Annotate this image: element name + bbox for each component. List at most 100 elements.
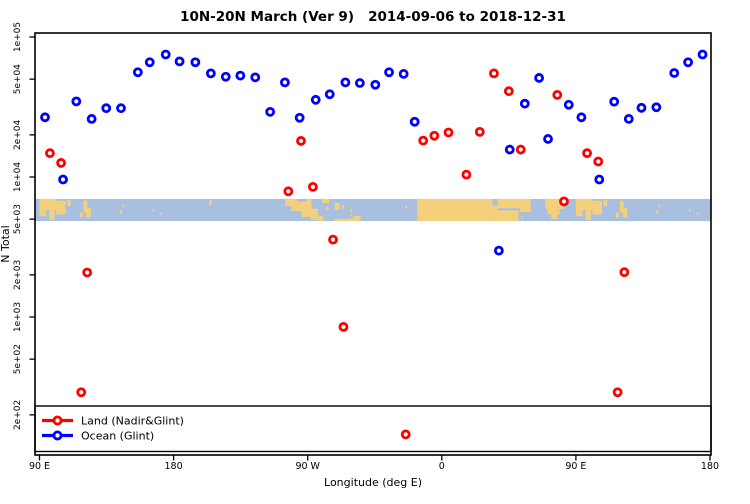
map-land-patch [49, 208, 55, 220]
data-point-ocean [669, 68, 680, 78]
map-land-patch [86, 208, 91, 218]
data-point-ocean [86, 114, 97, 124]
map-land-patch [353, 216, 361, 221]
data-point-land [308, 181, 318, 192]
data-point-land [612, 387, 623, 398]
data-point-ocean [354, 78, 365, 88]
y-tick-label: 5e+02 [13, 344, 23, 374]
data-point-ocean [116, 103, 126, 114]
legend-marker-land-icon [52, 415, 63, 426]
map-land-patch [326, 206, 329, 210]
data-point-ocean [398, 69, 409, 79]
data-point-land [418, 135, 429, 146]
data-point-ocean [265, 106, 276, 117]
map-land-patch [585, 208, 591, 220]
map-land-patch [79, 212, 83, 218]
legend-marker-ocean-icon [52, 430, 63, 441]
map-land-patch [521, 216, 524, 219]
data-point-ocean [40, 112, 50, 123]
data-point-ocean [235, 70, 246, 81]
data-point-land [582, 148, 592, 159]
x-tick-label: 90 E [565, 461, 586, 472]
map-land-patch [83, 200, 88, 213]
data-point-ocean [594, 174, 605, 185]
data-point-ocean [205, 68, 216, 79]
map-band-layer [35, 198, 711, 221]
map-land-patch [492, 205, 498, 212]
data-point-land [76, 387, 87, 398]
data-point-ocean [609, 96, 620, 107]
legend-label-land: Land (Nadir&Glint) [81, 415, 184, 428]
map-land-patch [350, 213, 353, 218]
map-land-patch [152, 208, 155, 212]
legend-label-ocean: Ocean (Glint) [81, 430, 154, 443]
map-land-patch [67, 200, 71, 207]
data-point-land [82, 267, 93, 278]
chart-title: 10N-20N March (Ver 9) 2014-09-06 to 2018… [180, 9, 566, 25]
map-land-patch [497, 198, 531, 209]
data-point-land [474, 126, 485, 137]
data-point-ocean [409, 116, 420, 127]
map-land-patch [492, 210, 519, 221]
data-point-land [593, 156, 604, 167]
data-point-ocean [504, 144, 515, 155]
y-tick-label: 2e+04 [13, 119, 23, 150]
x-tick-label: 180 [165, 461, 183, 472]
data-point-ocean [310, 94, 321, 105]
data-point-ocean [576, 112, 587, 123]
data-point-ocean [370, 79, 381, 90]
data-point-land [515, 144, 526, 155]
map-land-patch [301, 207, 312, 218]
map-land-patch [619, 200, 624, 213]
data-point-ocean [71, 96, 82, 107]
map-land-patch [603, 200, 608, 207]
data-point-ocean [683, 57, 693, 68]
data-point-ocean [563, 99, 574, 110]
map-land-patch [579, 205, 581, 211]
y-tick-label: 1e+03 [13, 302, 23, 332]
x-tick-label: 0 [439, 461, 445, 472]
map-land-patch [575, 198, 593, 210]
data-point-ocean [623, 114, 634, 124]
y-axis-title: N Total [0, 225, 12, 262]
data-point-ocean [250, 72, 261, 83]
data-point-ocean [543, 134, 553, 144]
data-point-ocean [280, 77, 290, 88]
map-land-patch [310, 208, 319, 220]
data-point-ocean [324, 89, 335, 100]
legend-box [34, 405, 712, 453]
data-point-land [283, 186, 294, 197]
data-point-land [400, 429, 411, 440]
data-point-ocean [294, 112, 305, 123]
data-point-land [429, 130, 440, 141]
data-point-land [45, 148, 55, 159]
map-land-patch [350, 208, 352, 213]
data-point-land [552, 89, 563, 100]
map-land-patch [306, 198, 312, 210]
map-land-patch [318, 216, 324, 221]
map-land-patch [658, 203, 661, 208]
data-point-ocean [519, 98, 530, 109]
y-tick-label: 2e+03 [13, 260, 23, 290]
data-point-ocean [174, 56, 185, 67]
map-land-patch [656, 209, 659, 214]
map-land-patch [160, 212, 162, 215]
y-tick-label: 5e+04 [13, 64, 23, 95]
map-land-patch [696, 212, 699, 215]
data-point-ocean [384, 67, 394, 78]
data-point-ocean [340, 77, 351, 88]
map-land-patch [39, 209, 47, 217]
x-tick-label: 90 W [295, 461, 320, 472]
map-land-patch [520, 205, 531, 213]
map-land-patch [592, 200, 602, 215]
data-point-land [619, 267, 630, 278]
data-point-ocean [493, 245, 504, 256]
map-land-patch [341, 205, 345, 209]
data-point-land [328, 234, 338, 245]
data-point-ocean [534, 73, 544, 83]
map-land-patch [119, 209, 122, 214]
y-tick-label: 2e+02 [13, 400, 23, 430]
map-land-patch [545, 198, 564, 209]
